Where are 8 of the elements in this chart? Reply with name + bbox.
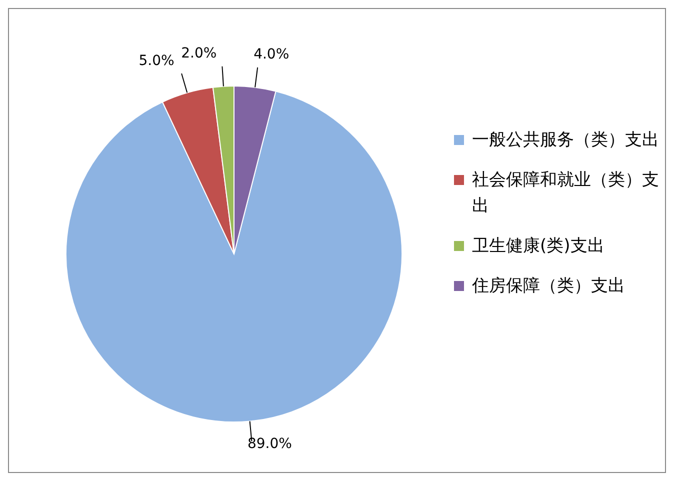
data-label: 5.0% (138, 52, 174, 69)
legend-label: 一般公共服务（类）支出 (472, 129, 659, 152)
data-label: 2.0% (181, 45, 217, 62)
data-label: 4.0% (254, 46, 290, 63)
data-label: 89.0% (247, 436, 292, 452)
legend-label: 社会保障和就业（类）支出 (472, 169, 660, 218)
legend-label: 卫生健康(类)支出 (472, 235, 604, 258)
legend-label: 住房保障（类）支出 (472, 275, 625, 298)
